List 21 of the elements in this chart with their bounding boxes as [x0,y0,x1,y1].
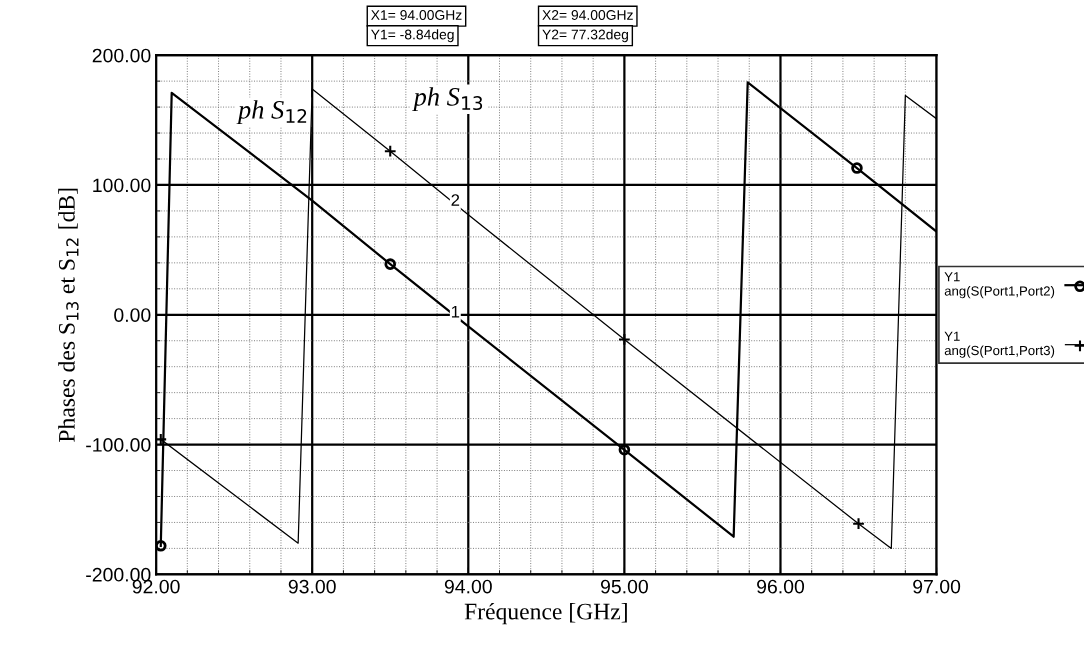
x-tick-label: 97.00 [913,579,961,594]
y-tick-label: 100.00 [93,178,151,193]
x-tick-label: 94.00 [444,579,492,594]
annotation: ph S$_{12}$ [236,100,307,125]
text: X2= 94.00GHz [542,10,633,20]
y-tick-label: -100.00 [86,438,151,452]
text: X1= 94.00GHz [371,10,462,20]
annotation: ph S$_{13}$ [412,87,483,112]
legend-label: Y1 ang(S(Port1,Port2) [944,272,1055,299]
y-tick-label: 200.00 [92,48,151,63]
y-axis-title: Phases des S$_{13}$ et S$_{12}$ [dB] [58,188,79,442]
x-axis-title: Fréquence [GHz] [464,602,627,625]
x-tick-label: 96.00 [757,579,805,594]
annotation: 1 [451,305,460,318]
text: Y1= -8.84deg [371,29,454,43]
legend-label: Y1 ang(S(Port1,Port3) [944,331,1055,358]
text: Y2= 77.32deg [542,29,628,43]
annotation: 2 [451,194,460,206]
x-tick-label: 95.00 [600,579,648,594]
x-tick-label: 93.00 [288,579,336,594]
y-tick-label: 0.00 [114,308,151,322]
